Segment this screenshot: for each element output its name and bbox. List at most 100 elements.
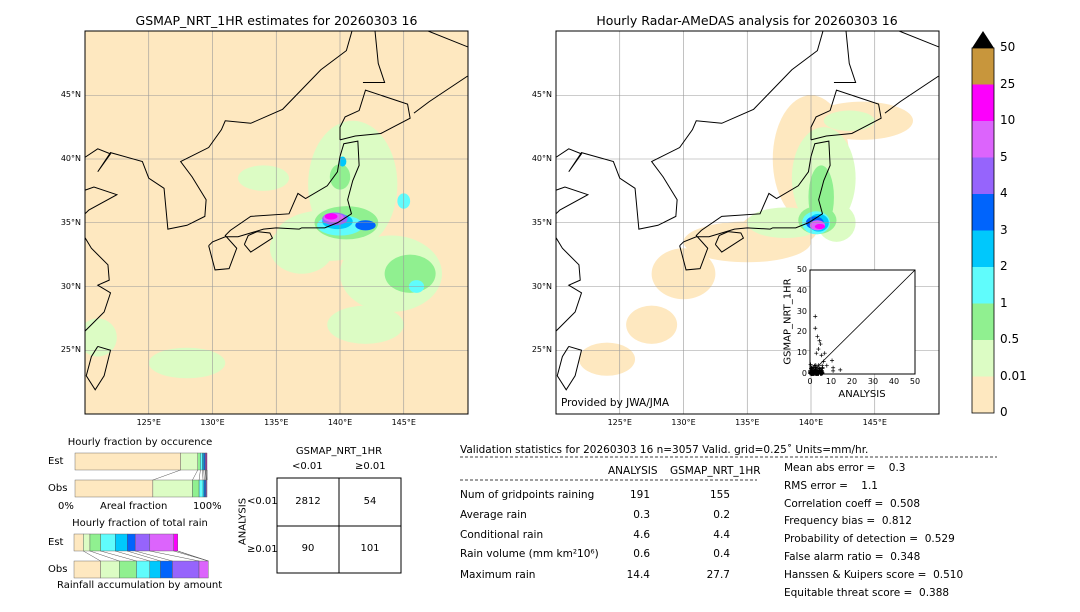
occurrence-obs-label: Obs xyxy=(48,483,68,494)
bar-segment xyxy=(172,560,200,579)
scatter-point xyxy=(816,363,821,368)
scatter-y-tick: 50 xyxy=(796,265,807,274)
scatter-point xyxy=(816,347,821,352)
colorbar-label: 2 xyxy=(1000,259,1008,273)
contingency-col-title: GSMAP_NRT_1HR xyxy=(295,446,383,457)
bar-segment xyxy=(83,533,91,552)
score-line: Correlation coeff = 0.508 xyxy=(784,497,920,510)
bar-segment xyxy=(149,560,161,579)
colorbar-label: 5 xyxy=(1000,149,1008,164)
bar-segment xyxy=(197,452,201,471)
stats-row-label: Rain volume (mm km²10⁶) xyxy=(460,548,599,560)
coastline xyxy=(362,31,386,83)
occurrence-x-mid: Areal fraction xyxy=(100,501,168,512)
right-map xyxy=(555,30,940,415)
bar-segment xyxy=(73,533,84,552)
stats-row-label: Num of gridpoints raining xyxy=(460,489,595,501)
rain-area xyxy=(85,318,117,357)
connector-line xyxy=(192,469,198,481)
connector-line xyxy=(149,550,200,562)
lon-tick-label: 130°E xyxy=(671,418,696,427)
scatter-point xyxy=(808,362,813,367)
score-line: Hanssen & Kuipers score = 0.510 xyxy=(784,568,964,581)
connector-line xyxy=(205,469,207,481)
connector-line xyxy=(152,469,181,481)
stats-row-gsmap: 0.2 xyxy=(713,509,730,521)
rain-area xyxy=(823,110,875,131)
stats-row-gsmap: 27.7 xyxy=(706,569,730,581)
coastline xyxy=(556,31,824,333)
score-line: Mean abs error = 0.3 xyxy=(784,462,906,474)
lat-tick-label: 25°N xyxy=(531,345,552,355)
lon-tick-label: 125°E xyxy=(607,418,632,427)
rain-area xyxy=(814,224,826,230)
bar-segment xyxy=(173,533,178,552)
stats-row-label: Maximum rain xyxy=(460,569,536,581)
scatter-y-tick: 10 xyxy=(796,348,807,358)
occurrence-est-label: Est xyxy=(48,456,64,467)
lat-tick-label: 40°N xyxy=(531,154,552,163)
scatter-point xyxy=(818,342,823,347)
colorbar-label: 0.01 xyxy=(1000,368,1027,383)
colorbar-label: 0 xyxy=(1000,405,1008,419)
colorbar-label: 0.5 xyxy=(1000,332,1020,346)
stats-row-gsmap: 4.4 xyxy=(713,529,730,541)
scatter-point xyxy=(819,371,824,376)
bar-segment xyxy=(126,533,136,552)
coastline xyxy=(85,31,353,333)
lon-tick-label: 145°E xyxy=(862,418,887,427)
connector-line xyxy=(89,550,120,562)
bar-segment xyxy=(119,560,137,579)
colorbar-label: 3 xyxy=(1000,222,1008,237)
colorbar-bin xyxy=(972,340,994,377)
bar-segment xyxy=(100,533,116,552)
contingency-cell: 2812 xyxy=(295,496,321,507)
connector-line xyxy=(135,550,173,562)
scatter-point xyxy=(822,351,827,356)
colorbar-bin xyxy=(972,157,994,194)
occurrence-chart-title: Hourly fraction by occurence xyxy=(67,437,213,448)
rain-area xyxy=(238,165,289,191)
scatter-y-tick: 30 xyxy=(796,306,807,316)
score-line: Probability of detection = 0.529 xyxy=(784,533,955,546)
connector-line xyxy=(198,469,201,481)
stats-row-gsmap: 0.4 xyxy=(713,548,730,560)
contingency-col-label-2: ≥0.01 xyxy=(355,461,386,472)
lon-tick-label: 135°E xyxy=(735,418,760,427)
coastline xyxy=(243,231,274,253)
connector-line xyxy=(203,469,205,481)
coastline xyxy=(679,140,831,271)
scatter-point xyxy=(830,358,835,363)
coastline xyxy=(208,140,360,271)
rain-area xyxy=(327,305,404,344)
stats-row-analysis: 4.6 xyxy=(633,529,650,541)
stats-row-analysis: 0.3 xyxy=(633,509,650,521)
right-map-content xyxy=(556,31,939,414)
bar-segment xyxy=(74,479,154,498)
left-map-title: GSMAP_NRT_1HR estimates for 20260303 16 xyxy=(135,13,418,28)
colorbar-bin xyxy=(972,230,994,267)
bar-segment xyxy=(198,560,209,579)
coastline xyxy=(833,31,857,83)
lat-tick-label: 30°N xyxy=(531,281,552,291)
rain-est-label: Est xyxy=(48,537,64,548)
scatter-point xyxy=(824,363,829,368)
scatter-y-tick: 0 xyxy=(801,369,807,378)
bar-segment xyxy=(73,560,101,579)
scatter-point xyxy=(813,326,818,331)
rain-area xyxy=(578,342,636,376)
scatter-x-tick: 20 xyxy=(846,377,858,386)
connector-line xyxy=(83,550,101,562)
scatter-point xyxy=(831,368,836,373)
scatter-y-tick: 20 xyxy=(796,327,807,337)
colorbar-extend-arrow xyxy=(972,31,994,48)
scatter-point xyxy=(813,366,818,371)
left-map-content xyxy=(85,31,468,414)
left-map xyxy=(84,30,469,415)
data-credit: Provided by JWA/JMA xyxy=(561,397,670,409)
score-line: Frequency bias = 0.812 xyxy=(784,515,912,528)
connector-line xyxy=(115,550,150,562)
bar-segment xyxy=(100,560,120,579)
stats-row-analysis: 191 xyxy=(629,489,650,501)
